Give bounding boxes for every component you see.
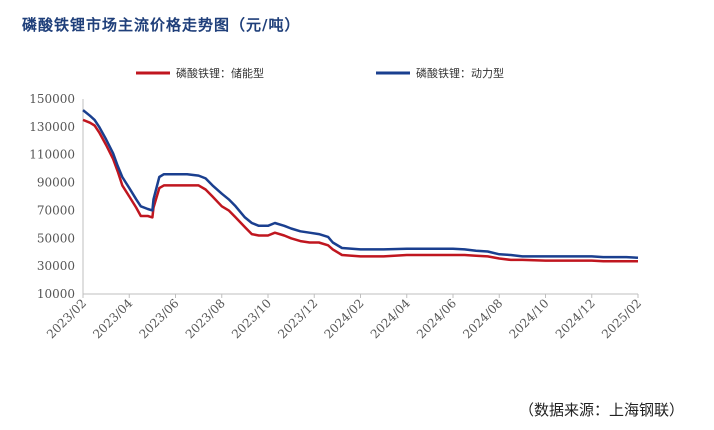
x-tick-label: 2024/12 [553, 296, 598, 341]
x-tick-label: 2024/04 [368, 296, 413, 341]
series-layer [82, 109, 639, 263]
x-tick-label: 2023/06 [136, 296, 181, 341]
y-tick-label: 30000 [37, 259, 75, 273]
x-tick-label: 2023/02 [44, 296, 89, 341]
series-line-storage [82, 118, 638, 263]
legend-label: 磷酸铁锂：动力型 [416, 66, 504, 80]
y-tick-label: 50000 [37, 231, 75, 245]
series-line-power [82, 109, 639, 260]
x-tick-label: 2023/08 [183, 296, 228, 341]
x-tick-label: 2024/08 [460, 296, 505, 341]
x-tick-label: 2024/02 [321, 296, 366, 341]
axes-layer: 10000 30000 50000 70000 90000 110000 130000 150… [29, 92, 644, 341]
x-tick-label: 2024/10 [506, 296, 551, 341]
x-tick-label: 2023/04 [90, 296, 135, 341]
x-tick-label: 2023/10 [229, 296, 274, 341]
y-tick-label: 150000 [29, 92, 75, 106]
chart-title: 磷酸铁锂市场主流价格走势图（元/吨） [22, 16, 301, 34]
x-tick-label: 2024/06 [414, 296, 459, 341]
legend: 磷酸铁锂：储能型 磷酸铁锂：动力型 [136, 66, 504, 80]
legend-label: 磷酸铁锂：储能型 [176, 66, 264, 80]
x-tick-label: 2023/12 [275, 296, 320, 341]
y-tick-label: 90000 [37, 176, 75, 190]
y-tick-label: 130000 [29, 120, 75, 134]
y-tick-label: 70000 [37, 203, 75, 217]
y-tick-label: 10000 [37, 287, 75, 301]
y-tick-label: 110000 [29, 148, 75, 162]
source-note: （数据来源：上海钢联） [518, 401, 684, 419]
x-tick-label: 2025/02 [599, 296, 644, 341]
